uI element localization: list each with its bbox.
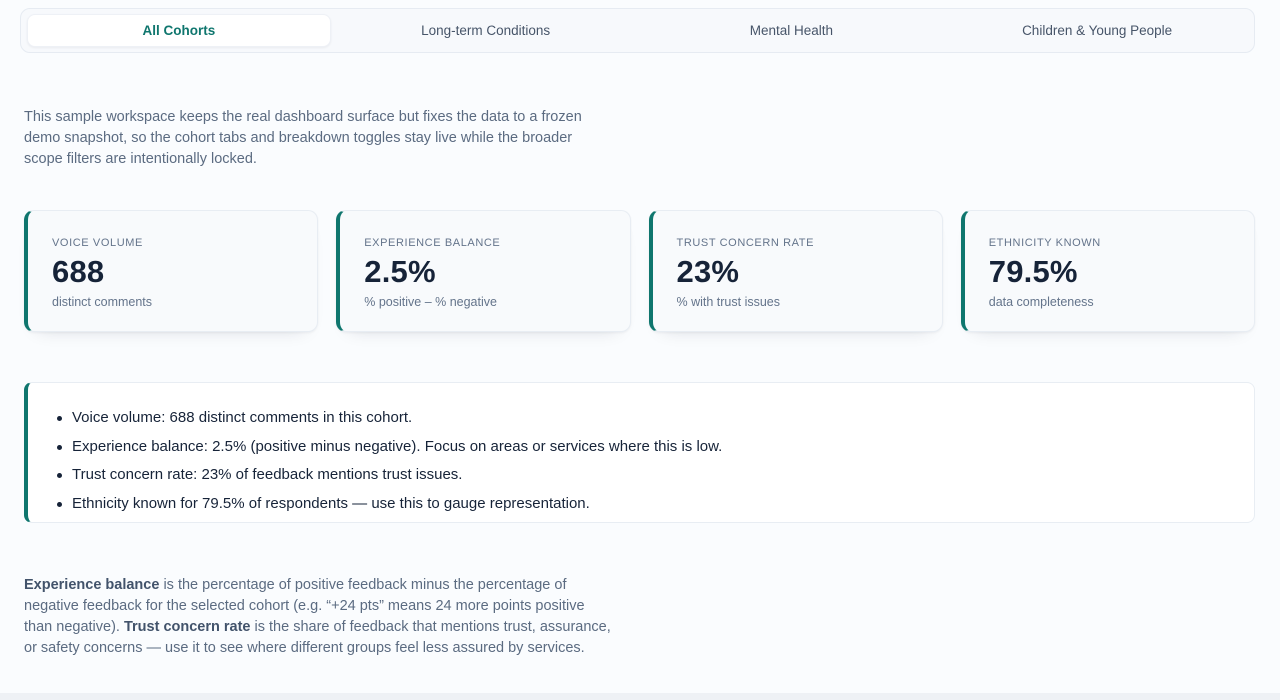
stat-card-trust-concern-rate: TRUST CONCERN RATE 23% % with trust issu… <box>648 210 943 332</box>
glossary-term-experience-balance: Experience balance <box>24 577 160 593</box>
tab-label: Long-term Conditions <box>421 23 551 38</box>
summary-bullet-list: Voice volume: 688 distinct comments in t… <box>52 404 1230 518</box>
bottom-strip <box>0 693 1280 700</box>
tab-label: Mental Health <box>749 23 834 38</box>
summary-bullet-experience-balance: Experience balance: 2.5% (positive minus… <box>52 433 1230 462</box>
stat-card-subtitle: data completeness <box>988 295 1094 309</box>
tab-all-cohorts[interactable]: All Cohorts <box>27 14 331 47</box>
glossary-definition: is the percentage of positive feedback m… <box>24 577 585 635</box>
stat-card-subtitle: distinct comments <box>52 295 153 309</box>
tab-long-term-conditions[interactable]: Long-term Conditions <box>335 14 637 47</box>
tab-label: All Cohorts <box>142 23 216 38</box>
stat-card-experience-balance: EXPERIENCE BALANCE 2.5% % positive – % n… <box>336 210 631 332</box>
stat-card-label: EXPERIENCE BALANCE <box>364 237 501 249</box>
summary-panel: Voice volume: 688 distinct comments in t… <box>24 382 1255 523</box>
stat-card-ethnicity-known: ETHNICITY KNOWN 79.5% data completeness <box>960 210 1255 332</box>
tab-label: Children & Young People <box>1022 23 1173 38</box>
stat-card-subtitle: % positive – % negative <box>364 295 497 309</box>
tab-mental-health[interactable]: Mental Health <box>641 14 943 47</box>
tab-children-young-people[interactable]: Children & Young People <box>946 14 1248 47</box>
summary-bullet-ethnicity-known: Ethnicity known for 79.5% of respondents… <box>52 490 1230 519</box>
glossary-term-trust-concern-rate: Trust concern rate <box>123 619 251 635</box>
glossary-definition: is the share of feedback that mentions t… <box>24 619 611 656</box>
stat-card-value: 688 <box>52 254 105 289</box>
stat-cards-row: VOICE VOLUME 688 distinct comments EXPER… <box>24 210 1255 332</box>
summary-bullet-voice-volume: Voice volume: 688 distinct comments in t… <box>52 404 1230 433</box>
glossary-text: Experience balance is the percentage of … <box>24 575 614 659</box>
stat-card-value: 2.5% <box>364 254 436 289</box>
stat-card-label: TRUST CONCERN RATE <box>676 237 815 249</box>
stat-card-value: 23% <box>676 254 740 289</box>
stat-card-label: VOICE VOLUME <box>52 237 143 249</box>
stat-card-value: 79.5% <box>988 254 1078 289</box>
stat-card-voice-volume: VOICE VOLUME 688 distinct comments <box>24 210 319 332</box>
stat-card-label: ETHNICITY KNOWN <box>988 237 1101 249</box>
cohort-tabbar: All Cohorts Long-term Conditions Mental … <box>20 8 1255 53</box>
stat-card-subtitle: % with trust issues <box>676 295 781 309</box>
summary-bullet-trust-concern: Trust concern rate: 23% of feedback ment… <box>52 461 1230 490</box>
intro-text: This sample workspace keeps the real das… <box>24 109 582 167</box>
